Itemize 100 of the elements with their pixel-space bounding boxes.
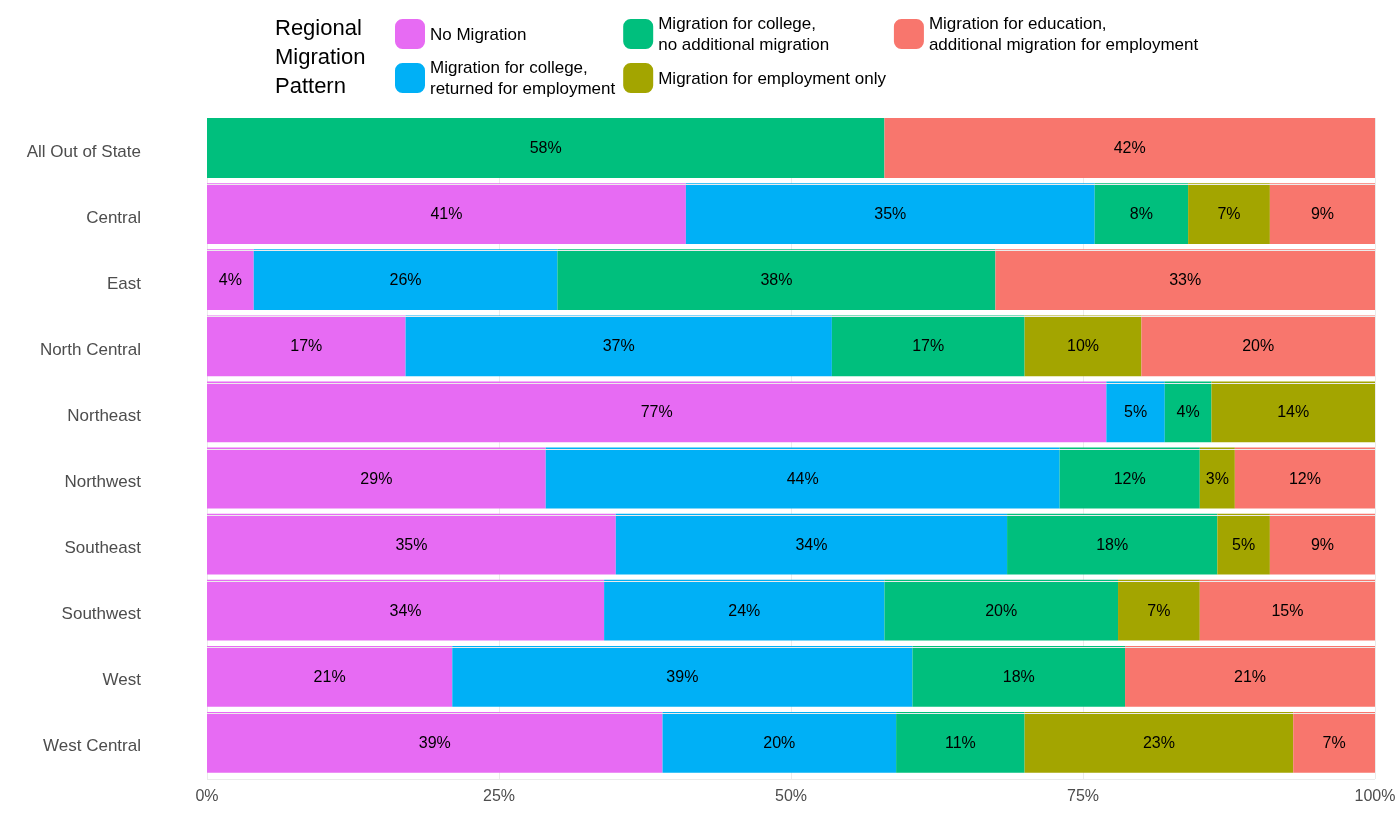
data-label: 23%: [1142, 733, 1175, 751]
bar: [207, 381, 1107, 443]
data-label: 20%: [985, 601, 1018, 619]
x-tick-label: 25%: [482, 786, 516, 804]
bar: [207, 249, 254, 311]
x-tick-label: 50%: [774, 786, 808, 804]
y-tick-label: Southeast: [64, 538, 142, 558]
data-label: 5%: [1124, 403, 1148, 421]
bar: [253, 249, 558, 311]
bar: [1094, 183, 1189, 245]
data-label: 35%: [395, 535, 428, 553]
bar: [1024, 315, 1142, 377]
y-tick-label: West Central: [43, 736, 141, 756]
data-label: 58%: [529, 139, 562, 157]
data-label: 9%: [1310, 205, 1334, 223]
y-tick-label: Central: [86, 207, 141, 227]
bar: [1059, 447, 1200, 509]
bar: [896, 712, 1025, 773]
legend-label: Migration for education, additional migration for employment: [928, 14, 1199, 54]
data-label: 20%: [1242, 337, 1275, 355]
data-label: 34%: [389, 601, 422, 619]
data-label: 18%: [1096, 535, 1129, 553]
x-tick-label: 100%: [1354, 786, 1396, 804]
data-label: 39%: [418, 733, 451, 751]
bar: [1141, 315, 1375, 377]
data-label: 4%: [1176, 403, 1200, 421]
data-label: 8%: [1129, 205, 1153, 223]
data-label: 21%: [313, 667, 346, 685]
bar: [207, 513, 616, 575]
data-label: 24%: [728, 601, 761, 619]
bar: [604, 579, 885, 641]
data-label: 7%: [1217, 205, 1241, 223]
data-label: 3%: [1205, 469, 1229, 487]
data-label: 77%: [640, 403, 673, 421]
data-label: 41%: [430, 205, 463, 223]
bar: [662, 712, 897, 773]
bar: [1118, 579, 1200, 641]
data-label: 10%: [1066, 337, 1100, 355]
bar: [1217, 513, 1270, 575]
bar: [1007, 513, 1218, 575]
legend-label: Migration for college, returned for employment: [430, 58, 616, 98]
data-label: 12%: [1113, 469, 1146, 487]
data-label: 44%: [786, 469, 819, 487]
data-label: 21%: [1234, 667, 1267, 685]
data-label: 38%: [760, 271, 793, 289]
y-tick-label: All Out of State: [26, 141, 141, 161]
bar: [1211, 381, 1375, 443]
legend-label: Migration for college, no additional migration: [658, 14, 830, 54]
x-tick-label: 75%: [1066, 786, 1100, 804]
data-label: 42%: [1113, 139, 1146, 157]
data-label: 20%: [763, 733, 796, 751]
bar: [545, 447, 1060, 509]
y-tick-label: East: [106, 273, 142, 293]
bar: [995, 249, 1375, 311]
data-label: 14%: [1277, 403, 1310, 421]
y-tick-label: Northwest: [64, 472, 142, 492]
bar: [1164, 381, 1212, 443]
data-label: 7%: [1147, 601, 1171, 619]
bar: [207, 315, 406, 377]
legend-label: No Migration: [430, 24, 527, 44]
bar: [207, 645, 453, 707]
data-label: 12%: [1288, 469, 1321, 487]
data-label: 17%: [912, 337, 945, 355]
y-tick-label: North Central: [39, 339, 141, 359]
data-label: 9%: [1310, 535, 1334, 553]
legend-label: Migration for employment only: [658, 68, 887, 88]
bar: [884, 579, 1119, 641]
data-label: 4%: [218, 271, 242, 289]
y-tick-label: West: [102, 670, 142, 690]
bar: [1106, 381, 1165, 443]
data-label: 34%: [795, 535, 828, 553]
y-tick-label: Southwest: [61, 604, 142, 624]
bar: [884, 118, 1375, 178]
bar: [1024, 712, 1294, 773]
bar: [831, 315, 1025, 377]
bar: [685, 183, 1095, 245]
data-label: 29%: [360, 469, 393, 487]
bar: [1125, 645, 1375, 707]
bar: [207, 712, 663, 773]
data-label: 39%: [666, 667, 699, 685]
data-label: 33%: [1169, 271, 1202, 289]
legend-title: Regional Migration Pattern: [275, 15, 366, 98]
bar: [615, 513, 1008, 575]
bar: [1199, 579, 1375, 641]
data-label: 15%: [1271, 601, 1304, 619]
bar: [557, 249, 996, 311]
data-label: 35%: [874, 205, 907, 223]
bar: [207, 447, 546, 509]
bar: [1234, 447, 1375, 509]
y-tick-label: Northeast: [67, 405, 142, 425]
data-label: 7%: [1322, 733, 1346, 751]
bar: [1293, 712, 1375, 773]
bar: [405, 315, 832, 377]
data-label: 5%: [1232, 535, 1256, 553]
bar: [1188, 183, 1270, 245]
data-label: 37%: [602, 337, 635, 355]
x-tick-label: 0%: [195, 786, 219, 804]
data-label: 11%: [944, 733, 976, 751]
data-label: 18%: [1002, 667, 1035, 685]
bar: [207, 183, 686, 245]
